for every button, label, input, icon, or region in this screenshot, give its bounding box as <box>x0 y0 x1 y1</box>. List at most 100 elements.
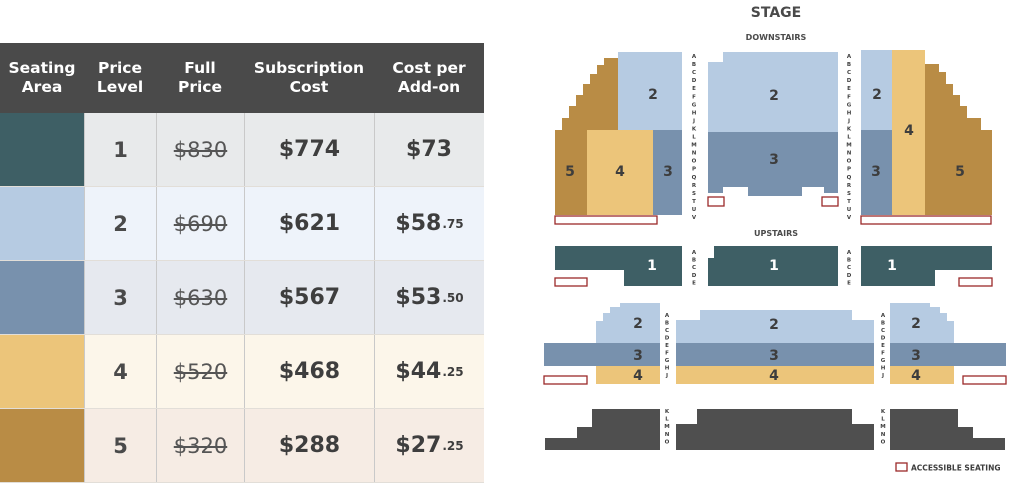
row-letter: M <box>664 424 669 430</box>
section-number: 1 <box>647 258 657 274</box>
section-number: 3 <box>871 164 881 180</box>
balcony-section: 2 3 4 2 3 4 2 3 4 <box>543 303 1007 385</box>
section-number: 4 <box>769 368 779 384</box>
section-number: 4 <box>615 164 625 180</box>
level3-area <box>544 343 660 366</box>
accessible-seating-box <box>962 375 1007 385</box>
addon-cents: .50 <box>442 290 464 305</box>
level1-area <box>861 246 992 286</box>
downstairs-left-section: 5 4 3 2 <box>554 52 682 225</box>
level2-area <box>618 52 682 130</box>
full-price-cell: $630 <box>156 261 244 334</box>
subscription-cost-cell: $567 <box>244 261 374 334</box>
row-letter: N <box>881 432 886 438</box>
seating-area-swatch <box>0 113 84 186</box>
level4-area <box>892 50 925 215</box>
row-letter: Q <box>692 175 697 181</box>
addon-cost-cell: $53.50 <box>374 261 484 334</box>
price-level-cell: 1 <box>84 113 156 186</box>
row-letter: K <box>881 409 886 415</box>
accessible-seating-box <box>554 215 658 225</box>
row-letter: K <box>692 126 697 132</box>
row-letter: M <box>846 143 851 149</box>
downstairs-label: DOWNSTAIRS <box>746 33 807 42</box>
row-letter: V <box>692 215 697 221</box>
row-letter: F <box>847 94 851 100</box>
addon-dollars: $53 <box>395 285 442 310</box>
level3-area <box>708 132 838 196</box>
section-number: 3 <box>663 164 673 180</box>
section-number: 2 <box>911 316 921 332</box>
section-number: 2 <box>633 316 643 332</box>
addon-cents: .25 <box>442 364 464 379</box>
accessible-seating-box <box>860 215 992 225</box>
addon-dollars: $58 <box>395 211 442 236</box>
row-letter: R <box>692 183 697 189</box>
row-letter: B <box>692 62 696 68</box>
upstairs-section: 1 1 1 <box>554 246 993 287</box>
accessible-legend-icon <box>895 462 908 472</box>
seating-chart-svg: STAGE DOWNSTAIRS UPSTAIRS 5 4 3 2 2 3 <box>543 5 1007 473</box>
row-letter: H <box>881 366 886 372</box>
row-letter: L <box>692 135 696 141</box>
section-number: 2 <box>648 87 658 103</box>
row-letter: M <box>880 424 885 430</box>
level3-area <box>861 130 892 215</box>
row-letter: A <box>692 54 697 60</box>
addon-dollars: $27 <box>395 433 442 458</box>
accessible-seating-box <box>958 277 993 287</box>
section-number: 1 <box>887 258 897 274</box>
section-number: 2 <box>872 87 882 103</box>
price-level-cell: 3 <box>84 261 156 334</box>
row-letter: B <box>847 62 851 68</box>
row-letter: N <box>847 151 852 157</box>
row-letter: N <box>692 151 697 157</box>
addon-cents: .75 <box>442 216 464 231</box>
row-letter: B <box>692 258 696 264</box>
row-letter: T <box>847 199 851 205</box>
row-letter: E <box>847 280 851 286</box>
header-full-price: Full Price <box>177 59 223 96</box>
row-letter: D <box>881 336 886 342</box>
row-letter: A <box>881 313 886 319</box>
header-price-level: Price Level <box>96 59 144 96</box>
section-number: 4 <box>904 123 914 139</box>
row-letter: D <box>665 336 670 342</box>
accessible-seating-box <box>707 196 725 207</box>
row-letter: K <box>847 126 852 132</box>
row-letter: J <box>692 118 695 124</box>
row-letter: L <box>665 417 669 423</box>
full-price-cell: $520 <box>156 335 244 408</box>
header-cost-per-addon: Cost per Add-on <box>392 59 466 96</box>
row-letter: E <box>692 280 696 286</box>
level4-area <box>587 130 653 215</box>
row-letter: J <box>847 118 850 124</box>
section-number: 2 <box>769 88 779 104</box>
addon-dollars: $44 <box>395 359 442 384</box>
addon-cost-cell: $27.25 <box>374 409 484 482</box>
section-number: 3 <box>911 348 921 364</box>
row-letter: O <box>665 439 670 445</box>
row-letter: E <box>847 86 851 92</box>
row-letter: J <box>665 373 668 379</box>
row-letter: L <box>847 135 851 141</box>
full-price-cell: $830 <box>156 113 244 186</box>
row-letter: S <box>847 191 851 197</box>
addon-cents: .25 <box>442 438 464 453</box>
row-letter: G <box>665 358 670 364</box>
level4-area <box>596 366 660 384</box>
section-number: 2 <box>769 317 779 333</box>
row-letter: C <box>881 328 885 334</box>
section-number: 4 <box>911 368 921 384</box>
addon-cost-cell: $58.75 <box>374 187 484 260</box>
table-header: Seating Area Price Level Full Price Subs… <box>0 43 484 113</box>
table-row: 2 $690 $621 $58.75 <box>0 187 484 261</box>
row-letter: D <box>847 78 852 84</box>
seating-area-swatch <box>0 187 84 260</box>
section-number: 5 <box>565 164 575 180</box>
row-letter: C <box>692 265 696 271</box>
row-letter: G <box>692 102 697 108</box>
level2-area <box>708 62 723 132</box>
level3-area <box>890 343 1006 366</box>
level5-area <box>925 64 992 215</box>
